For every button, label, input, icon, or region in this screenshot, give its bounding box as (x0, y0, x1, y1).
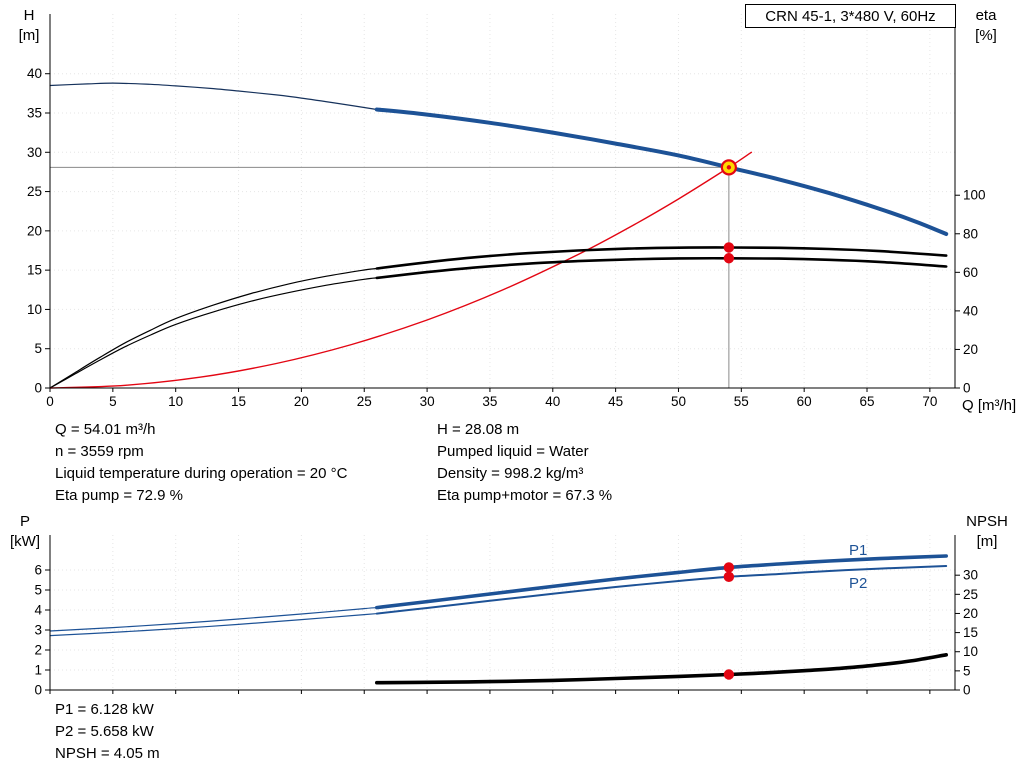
head-axis-title-symbol: H (23, 7, 35, 24)
tick-label: 0 (963, 683, 971, 698)
tick-label: 6 (34, 563, 42, 578)
tick-label: 25 (357, 394, 372, 409)
tick-label: 40 (545, 394, 560, 409)
tick-label: 15 (27, 263, 42, 278)
tick-label: 5 (109, 394, 117, 409)
duty-point-marker[interactable] (720, 159, 737, 176)
eta-pump-curve (375, 246, 948, 270)
tick-label: 10 (963, 644, 978, 659)
tick-label: 70 (922, 394, 937, 409)
head-axis-title: H [m] (8, 6, 50, 46)
eta-pump-motor-curve-thin (49, 277, 378, 389)
npsh-curve (375, 653, 948, 685)
p2-curve (375, 565, 948, 615)
tick-label: 25 (963, 587, 978, 602)
tick-label: 10 (27, 302, 42, 317)
npsh-axis-title-symbol: NPSH (966, 513, 1008, 530)
p2-curve-thin (49, 613, 378, 637)
operating-info-left: Q = 54.01 m³/h n = 3559 rpm Liquid tempe… (55, 419, 347, 507)
tick-label: 20 (294, 394, 309, 409)
tick-label: 0 (34, 381, 42, 396)
info-eta-pump-motor: Eta pump+motor = 67.3 % (437, 487, 613, 504)
tick-label: 35 (482, 394, 497, 409)
tick-label: 2 (34, 643, 42, 658)
tick-label: 5 (963, 663, 971, 678)
power-axis-title-symbol: P (19, 513, 30, 530)
tick-label: 40 (963, 303, 978, 318)
p2-duty-dot (723, 571, 735, 583)
tick-label: 3 (34, 623, 42, 638)
pump-title-box: CRN 45-1, 3*480 V, 60Hz (745, 4, 956, 28)
info-npsh: NPSH = 4.05 m (55, 745, 160, 762)
tick-label: 30 (27, 145, 42, 160)
q-axis-title: Q [m³/h] (962, 397, 1017, 414)
head-curve-thin (49, 82, 378, 111)
power-info: P1 = 6.128 kW P2 = 5.658 kW NPSH = 4.05 … (55, 699, 160, 765)
tick-label: 4 (34, 603, 42, 618)
eta-axis-title-symbol: eta (975, 7, 997, 24)
tick-label: 20 (963, 342, 978, 357)
tick-label: 65 (859, 394, 874, 409)
tick-label: 5 (34, 341, 42, 356)
tick-label: 20 (27, 223, 42, 238)
p1-duty-dot (723, 562, 735, 573)
info-p2: P2 = 5.658 kW (55, 723, 154, 740)
info-p1: P1 = 6.128 kW (55, 701, 154, 718)
tick-label: 5 (34, 583, 42, 598)
eta-axis-title-unit: [%] (975, 27, 997, 44)
tick-label: 60 (963, 265, 978, 280)
tick-label: 60 (797, 394, 812, 409)
tick-label: 100 (963, 188, 986, 203)
head-axis-title-unit: [m] (18, 27, 40, 44)
npsh-axis-title-unit: [m] (976, 533, 998, 550)
tick-label: 50 (671, 394, 686, 409)
eta-axis-title: eta [%] (956, 6, 1016, 46)
eta-pump-duty-dot (723, 242, 735, 253)
info-speed: n = 3559 rpm (55, 443, 144, 460)
tick-label: 15 (231, 394, 246, 409)
p2-curve-label: P2 (849, 575, 868, 592)
info-pumped-liquid: Pumped liquid = Water (437, 443, 589, 460)
system-curve (49, 151, 753, 389)
p1-curve-thin (49, 607, 378, 632)
tick-label: 30 (420, 394, 435, 409)
tick-label: 10 (168, 394, 183, 409)
info-head: H = 28.08 m (437, 421, 520, 438)
head-curve (374, 107, 949, 236)
power-axis-title-unit: [kW] (10, 533, 40, 550)
power-npsh-chart: 0 1 2 3 4 5 6 0 5 10 15 20 25 30 (34, 535, 978, 698)
tick-label: 0 (46, 394, 54, 409)
eta-pump-motor-curve (375, 256, 948, 280)
tick-label: 1 (34, 663, 42, 678)
p1-curve-label: P1 (849, 542, 868, 559)
tick-label: 40 (27, 66, 42, 81)
tick-label: 0 (34, 683, 42, 698)
qh-eta-chart: 0 5 10 15 20 25 30 35 40 45 50 55 60 65 70 0 5 10 15 20 25 30… (27, 14, 986, 409)
p1-curve (375, 554, 948, 610)
power-axis-title: P [kW] (2, 512, 48, 552)
info-eta-pump: Eta pump = 72.9 % (55, 487, 183, 504)
eta-pump-motor-duty-dot (723, 253, 735, 264)
tick-label: 20 (963, 606, 978, 621)
operating-info-right: H = 28.08 m Pumped liquid = Water Densit… (437, 419, 612, 507)
npsh-duty-dot (723, 669, 735, 680)
info-liquid-temperature: Liquid temperature during operation = 20… (55, 465, 348, 482)
info-flow: Q = 54.01 m³/h (55, 421, 156, 438)
tick-label: 0 (963, 381, 971, 396)
tick-label: 15 (963, 625, 978, 640)
npsh-axis-title: NPSH [m] (954, 512, 1020, 552)
info-density: Density = 998.2 kg/m³ (437, 465, 584, 482)
tick-label: 30 (963, 568, 978, 583)
tick-label: 45 (608, 394, 623, 409)
tick-label: 35 (27, 106, 42, 121)
tick-label: 80 (963, 226, 978, 241)
tick-label: 55 (734, 394, 749, 409)
eta-pump-curve-thin (49, 267, 378, 389)
tick-label: 25 (27, 184, 42, 199)
